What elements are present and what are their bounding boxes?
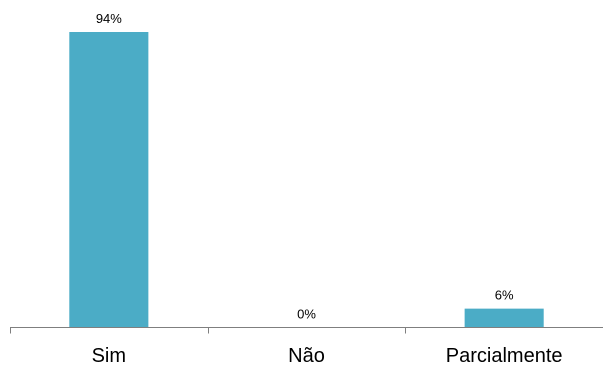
data-labels-group: 94% 0% 6% [96, 11, 514, 322]
x-axis-label-nao: Não [288, 345, 325, 367]
x-axis-label-parcialmente: Parcialmente [446, 345, 563, 367]
x-axis-label-sim: Sim [92, 345, 126, 367]
bar-sim [69, 32, 149, 328]
bar-parcialmente [464, 308, 544, 328]
data-label-parcialmente: 6% [495, 288, 514, 303]
data-label-sim: 94% [96, 11, 122, 26]
bars-group [69, 32, 544, 328]
x-axis-labels: Sim Não Parcialmente [92, 345, 563, 367]
x-axis-ticks [10, 327, 406, 334]
data-label-nao: 0% [297, 307, 316, 322]
